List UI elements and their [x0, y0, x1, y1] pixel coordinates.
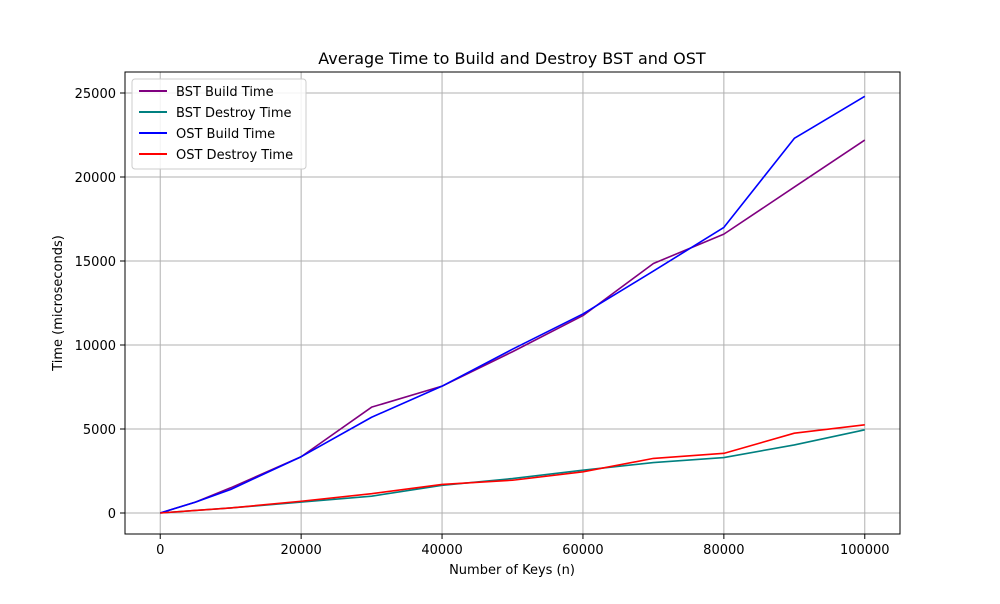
x-tick-label: 40000 [421, 543, 462, 558]
x-tick-label: 20000 [280, 543, 321, 558]
series-line-1 [159, 139, 866, 514]
series-line-3 [159, 95, 866, 514]
y-tick-label: 5000 [83, 423, 116, 438]
legend: BST Build Time BST Destroy Time OST Build … [131, 78, 307, 170]
y-axis-label: Time (microseconds) [51, 235, 66, 372]
x-tick-label: 60000 [562, 543, 603, 558]
x-tick-label: 0 [156, 543, 164, 558]
y-tick-label: 10000 [75, 339, 116, 354]
x-tick-label: 80000 [703, 543, 744, 558]
y-tick-label: 15000 [75, 255, 116, 270]
legend-label: BST Build Time [176, 85, 274, 100]
legend-label: OST Destroy Time [176, 148, 293, 163]
y-tick-label: 0 [108, 507, 116, 522]
plot-area-frame [124, 71, 901, 535]
series-lines [159, 95, 866, 514]
y-tick-label: 25000 [75, 87, 116, 102]
x-axis-label: Number of Keys (n) [449, 563, 575, 578]
legend-label: OST Build Time [176, 127, 275, 142]
legend-label: BST Destroy Time [176, 106, 292, 121]
axis-ticks: 0 20000 40000 60000 80000 100000 0 5000 10000 150… [75, 87, 890, 558]
grid-lines [125, 72, 900, 534]
legend-box [131, 78, 307, 170]
series-line-4 [160, 424, 865, 514]
x-tick-label: 100000 [840, 543, 890, 558]
chart-title: Average Time to Build and Destroy BST an… [318, 49, 706, 68]
y-tick-label: 20000 [75, 171, 116, 186]
